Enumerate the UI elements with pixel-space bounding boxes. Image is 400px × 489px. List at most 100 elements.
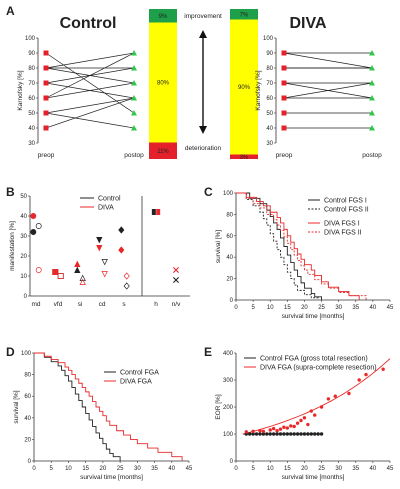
panel-d-x-tick-label: 35 bbox=[151, 466, 158, 472]
panel-d-survival-curve bbox=[34, 352, 121, 461]
diva-bar-segment-label: 3% bbox=[240, 155, 249, 161]
panel-a-control-connecting-line bbox=[45, 97, 135, 114]
panel-a-control-preop-point bbox=[43, 125, 49, 131]
panel-a-diva-postop-point bbox=[369, 80, 375, 86]
panel-e-point bbox=[271, 432, 276, 436]
panel-b-legend-label: Control bbox=[98, 196, 121, 203]
panel-e-point bbox=[282, 432, 286, 436]
panel-a-control-y-axis-label: Karnofsky [%] bbox=[17, 70, 24, 110]
panel-d-y-tick-label: 0 bbox=[28, 459, 32, 465]
panel-c-legend-label: Control FGS I bbox=[324, 198, 367, 205]
panel-c-survival-curve bbox=[236, 192, 319, 300]
panel-e-point bbox=[247, 432, 252, 436]
panel-c-x-tick-label: 20 bbox=[301, 305, 308, 311]
panel-e-point bbox=[313, 432, 317, 436]
panel-a-diva-y-tick-label: 60 bbox=[266, 96, 273, 102]
panel-a-diva-preop-point bbox=[281, 80, 287, 86]
panel-a-control-y-tick-label: 60 bbox=[28, 96, 35, 102]
panel-a-diva-title: DIVA bbox=[289, 15, 326, 32]
panel-c-x-axis-label: survival time [months] bbox=[282, 313, 345, 320]
improvement-label: improvement bbox=[184, 13, 222, 20]
panel-a-diva-preop-point bbox=[281, 125, 287, 131]
panel-c-x-tick-label: 0 bbox=[234, 305, 238, 311]
panel-a-diva-y-tick-label: 70 bbox=[266, 81, 273, 87]
panel-e-y-tick-label: 200 bbox=[223, 405, 234, 411]
panel-e-diva-fit bbox=[242, 358, 391, 435]
panel-e-plot: 0 100 200 300 400 EOR [%] 0 5 10 15 20 25 30 35 40 45 su… bbox=[215, 351, 394, 481]
panel-e-point bbox=[289, 424, 293, 428]
panel-a-control-y-tick-label: 70 bbox=[28, 81, 35, 87]
panel-a-diva-y-tick-label: 90 bbox=[266, 51, 273, 57]
panel-b-y-tick-label: 10 bbox=[20, 274, 27, 280]
panel-e-point bbox=[299, 432, 303, 436]
panel-c-x-tick-label: 45 bbox=[387, 305, 394, 311]
panel-c-survival-curve bbox=[236, 192, 367, 300]
panel-a-control-preop-point bbox=[43, 65, 49, 71]
panel-d-x-tick-label: 0 bbox=[32, 466, 36, 472]
panel-a-diva-plot: 30 40 50 60 70 80 90 100 Karnofsky [%] preop posto… bbox=[255, 36, 382, 159]
panel-a-diva-preop-point bbox=[281, 50, 287, 56]
panel-b-point bbox=[123, 282, 130, 290]
panel-e-point bbox=[278, 432, 283, 436]
panel-b-point bbox=[74, 260, 81, 267]
panel-b-point bbox=[173, 267, 179, 273]
panel-c-y-tick-label: 20 bbox=[226, 277, 233, 283]
panel-a-control-connecting-line bbox=[45, 112, 135, 129]
panel-e-point bbox=[381, 367, 385, 371]
panel-e-point bbox=[326, 397, 331, 401]
panel-b-y-tick-label: 40 bbox=[20, 214, 27, 220]
panel-a-diva-postop-point bbox=[369, 65, 375, 71]
panel-label-d: D bbox=[6, 345, 15, 359]
panel-e-y-tick-label: 300 bbox=[223, 378, 234, 384]
panel-e-point bbox=[268, 428, 272, 432]
panel-e-point bbox=[244, 430, 248, 434]
panel-a-diva-postop-point bbox=[369, 50, 375, 56]
panel-a-diva-y-tick-label: 50 bbox=[266, 111, 273, 117]
panel-a-diva-x-label-postop: postop bbox=[362, 152, 382, 159]
panel-e-point bbox=[285, 426, 290, 430]
panel-e-point bbox=[295, 432, 300, 436]
panel-e-point bbox=[254, 432, 259, 436]
panel-e-point bbox=[271, 426, 276, 431]
panel-e-point bbox=[289, 432, 293, 436]
panel-b-plot: 0 10 20 30 40 50 manifestation [%] md vfd si cd s h n… bbox=[9, 194, 190, 308]
panel-a-diva-y-axis-label: Karnofsky [%] bbox=[255, 70, 262, 110]
panel-d-survival-curve bbox=[34, 352, 183, 461]
control-bar-segment-stable bbox=[149, 22, 177, 143]
panel-e-point bbox=[309, 409, 313, 413]
panel-label-e: E bbox=[204, 345, 212, 359]
panel-a-diva-y-tick-label: 80 bbox=[266, 66, 273, 72]
panel-d-y-tick-label: 20 bbox=[24, 437, 31, 443]
panel-e-point bbox=[299, 418, 303, 423]
panel-a-diva-connecting-line bbox=[283, 82, 373, 99]
panel-label-b: B bbox=[6, 185, 15, 199]
panel-e-point bbox=[302, 416, 307, 420]
panel-a-control-postop-point bbox=[131, 50, 137, 56]
panel-d-x-tick-label: 20 bbox=[100, 466, 107, 472]
panel-b-point bbox=[96, 237, 103, 244]
panel-d-x-tick-label: 10 bbox=[65, 466, 72, 472]
control-bar-segment-label: 11% bbox=[157, 149, 169, 155]
panel-c-x-tick-label: 10 bbox=[267, 305, 274, 311]
panel-b-category-label: si bbox=[78, 301, 83, 308]
diva-bar-segment-improve bbox=[230, 9, 258, 20]
panel-e-point bbox=[258, 432, 262, 436]
panel-b-point bbox=[118, 246, 125, 254]
panel-b-point bbox=[173, 277, 179, 283]
panel-e-point bbox=[292, 432, 296, 436]
panel-a-control-y-tick-label: 90 bbox=[28, 51, 35, 57]
panel-e-point bbox=[251, 432, 255, 436]
panel-e-y-tick-label: 400 bbox=[223, 351, 234, 357]
panel-b-y-axis-label: manifestation [%] bbox=[9, 221, 16, 271]
panel-b-point bbox=[35, 267, 42, 273]
panel-e-x-tick-label: 35 bbox=[352, 466, 359, 472]
panel-a-control-postop-point bbox=[131, 110, 137, 116]
panel-c-x-tick-label: 5 bbox=[251, 305, 255, 311]
control-bar-segment-deteriorate bbox=[149, 142, 177, 159]
arrow-head-down bbox=[199, 126, 207, 134]
panel-a-control-title: Control bbox=[60, 15, 117, 32]
panel-label-c: C bbox=[204, 185, 213, 199]
panel-e-point bbox=[261, 429, 266, 433]
panel-e-point bbox=[285, 432, 290, 436]
panel-b-point bbox=[79, 278, 86, 285]
